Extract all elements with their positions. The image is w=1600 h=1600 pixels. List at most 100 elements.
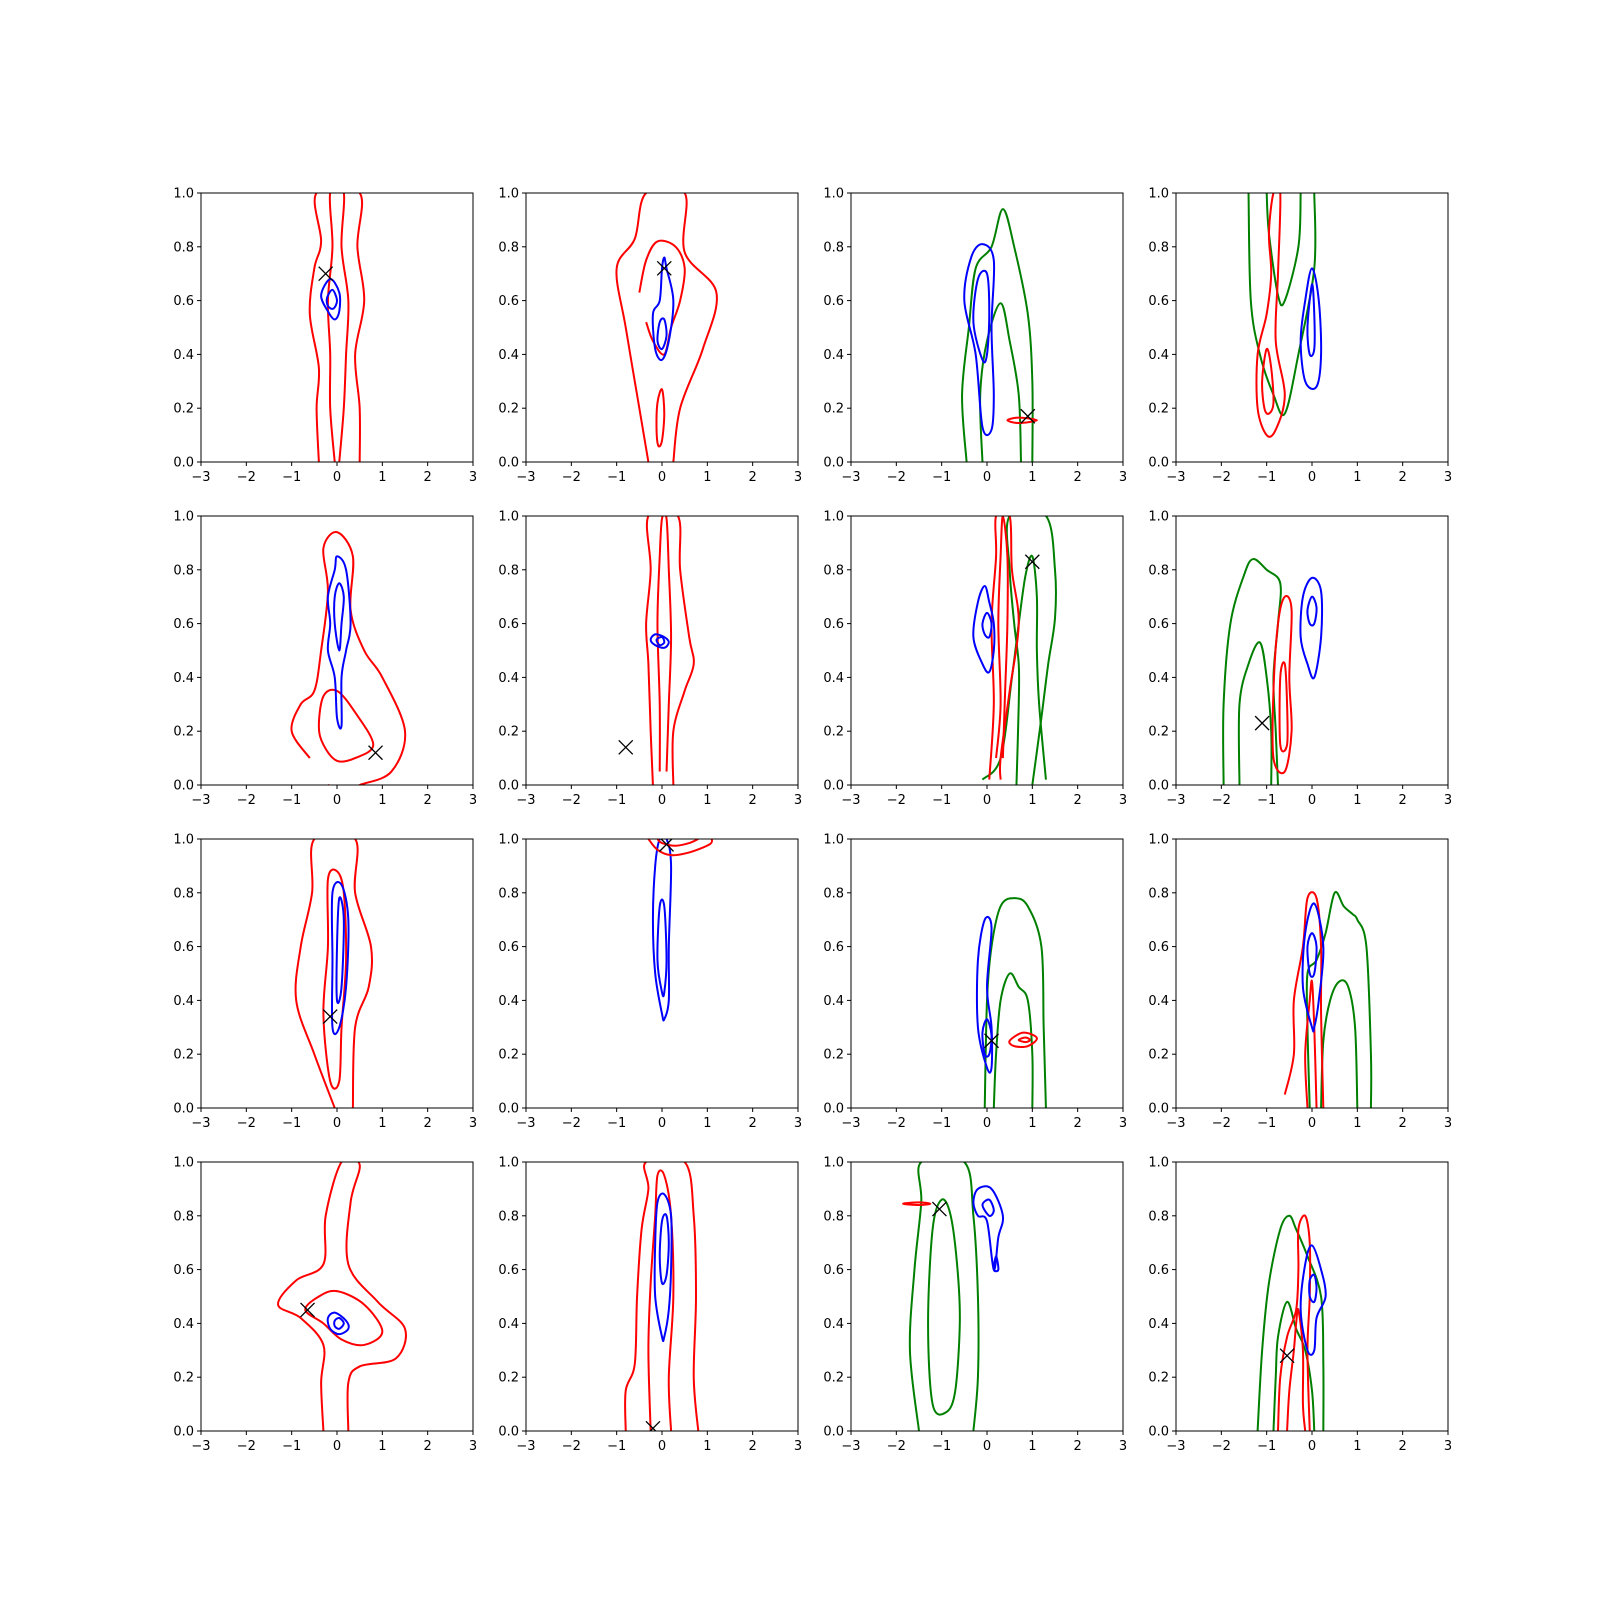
x-tick-label: −1 bbox=[932, 1439, 951, 1454]
blue-contour-line bbox=[333, 1316, 345, 1330]
y-tick-label: 1.0 bbox=[173, 510, 194, 525]
x-tick-label: 2 bbox=[749, 793, 757, 808]
y-tick-label: 0.4 bbox=[823, 1317, 844, 1332]
x-tick-label: 3 bbox=[1119, 1116, 1127, 1131]
x-tick-label: −3 bbox=[516, 1116, 535, 1131]
x-tick-label: −2 bbox=[237, 793, 256, 808]
subplot-1-4: −3 −2 −1 0 1 2 3 0.0 0.2 0.4 0.6 0.8 1.0 bbox=[1148, 187, 1452, 486]
y-tick-label: 0.2 bbox=[498, 1048, 519, 1063]
x-tick-label: −2 bbox=[887, 1116, 906, 1131]
x-tick-label: −2 bbox=[887, 1439, 906, 1454]
green-contour-line bbox=[1320, 979, 1359, 1108]
y-tick-label: 0.0 bbox=[823, 1425, 844, 1440]
y-tick-label: 0.2 bbox=[173, 1371, 194, 1386]
y-tick-label: 0.8 bbox=[1148, 1209, 1169, 1224]
y-tick-label: 0.8 bbox=[173, 563, 194, 578]
blue-contour-line bbox=[1306, 595, 1318, 627]
x-tick-label: −3 bbox=[191, 793, 210, 808]
subplot-3-4: −3 −2 −1 0 1 2 3 0.0 0.2 0.4 0.6 0.8 1.0 bbox=[1148, 833, 1452, 1132]
y-tick-label: 0.8 bbox=[1148, 240, 1169, 255]
x-marker bbox=[1020, 408, 1036, 424]
x-tick-label: −3 bbox=[841, 1116, 860, 1131]
y-tick-label: 0.0 bbox=[1148, 779, 1169, 794]
x-tick-label: 0 bbox=[658, 470, 666, 485]
y-tick-label: 0.6 bbox=[823, 617, 844, 632]
y-tick-label: 0.4 bbox=[1148, 1317, 1169, 1332]
x-tick-label: 1 bbox=[1028, 470, 1036, 485]
x-tick-label: 3 bbox=[469, 793, 477, 808]
y-tick-label: 0.8 bbox=[498, 886, 519, 901]
subplot-3-1: −3 −2 −1 0 1 2 3 0.0 0.2 0.4 0.6 0.8 1.0 bbox=[173, 833, 477, 1132]
x-tick-label: 3 bbox=[1119, 793, 1127, 808]
y-tick-label: 1.0 bbox=[823, 187, 844, 202]
x-tick-label: −2 bbox=[562, 1116, 581, 1131]
x-tick-label: −2 bbox=[887, 793, 906, 808]
x-tick-label: 1 bbox=[378, 1439, 386, 1454]
green-contour-line bbox=[1005, 516, 1057, 785]
x-tick-label: 1 bbox=[703, 793, 711, 808]
y-tick-label: 0.2 bbox=[1148, 725, 1169, 740]
x-tick-label: −3 bbox=[1166, 1439, 1185, 1454]
red-contour-line bbox=[615, 193, 718, 462]
y-tick-label: 1.0 bbox=[173, 833, 194, 848]
plot-area bbox=[1256, 1214, 1327, 1431]
blue-contour-line bbox=[1299, 267, 1323, 390]
x-tick-label: 1 bbox=[703, 470, 711, 485]
x-tick-label: −3 bbox=[516, 1439, 535, 1454]
y-tick-label: 0.0 bbox=[173, 1425, 194, 1440]
x-tick-label: −2 bbox=[1212, 1439, 1231, 1454]
blue-contour-line bbox=[653, 1192, 673, 1343]
red-contour-line bbox=[1261, 347, 1275, 415]
y-tick-label: 0.6 bbox=[1148, 294, 1169, 309]
red-contour-line bbox=[1006, 416, 1038, 424]
x-tick-label: −2 bbox=[887, 470, 906, 485]
green-contour-line bbox=[981, 554, 1047, 781]
plot-area bbox=[615, 193, 718, 462]
y-tick-label: 1.0 bbox=[1148, 1156, 1169, 1171]
blue-contour-line bbox=[972, 584, 996, 674]
plot-area bbox=[961, 208, 1038, 462]
y-tick-label: 1.0 bbox=[173, 1156, 194, 1171]
y-tick-label: 0.8 bbox=[498, 563, 519, 578]
x-tick-label: 0 bbox=[983, 1439, 991, 1454]
red-contour-line bbox=[326, 193, 350, 462]
y-tick-label: 0.2 bbox=[823, 725, 844, 740]
x-tick-label: −3 bbox=[516, 793, 535, 808]
x-tick-label: 0 bbox=[658, 793, 666, 808]
plot-area bbox=[902, 1162, 1005, 1431]
subplot-4-3: −3 −2 −1 0 1 2 3 0.0 0.2 0.4 0.6 0.8 1.0 bbox=[823, 1156, 1127, 1455]
y-tick-label: 0.8 bbox=[1148, 563, 1169, 578]
y-tick-label: 0.6 bbox=[173, 617, 194, 632]
y-tick-label: 0.8 bbox=[823, 886, 844, 901]
x-tick-label: −1 bbox=[1257, 793, 1276, 808]
x-tick-label: −3 bbox=[1166, 1116, 1185, 1131]
y-tick-label: 0.2 bbox=[498, 402, 519, 417]
red-contour-line bbox=[277, 1162, 407, 1431]
y-tick-label: 0.4 bbox=[1148, 671, 1169, 686]
y-tick-label: 0.4 bbox=[823, 671, 844, 686]
x-tick-label: 2 bbox=[749, 1116, 757, 1131]
plot-area bbox=[618, 516, 695, 785]
red-contour-line bbox=[647, 839, 714, 857]
x-tick-label: 2 bbox=[1074, 793, 1082, 808]
y-tick-label: 0.2 bbox=[173, 1048, 194, 1063]
x-tick-label: 0 bbox=[333, 1439, 341, 1454]
x-tick-label: 1 bbox=[1353, 793, 1361, 808]
y-tick-label: 0.4 bbox=[173, 671, 194, 686]
green-contour-line bbox=[1256, 1214, 1325, 1431]
x-tick-label: −3 bbox=[1166, 470, 1185, 485]
y-tick-label: 0.8 bbox=[823, 1209, 844, 1224]
y-tick-label: 0.6 bbox=[1148, 940, 1169, 955]
x-tick-label: −1 bbox=[1257, 1116, 1276, 1131]
x-tick-label: 0 bbox=[983, 1116, 991, 1131]
y-tick-label: 1.0 bbox=[823, 510, 844, 525]
x-tick-label: −2 bbox=[1212, 470, 1231, 485]
x-tick-label: −2 bbox=[562, 470, 581, 485]
blue-contour-line bbox=[981, 1198, 995, 1217]
x-tick-label: −2 bbox=[1212, 1116, 1231, 1131]
x-tick-label: 3 bbox=[1444, 1116, 1452, 1131]
plot-area bbox=[1222, 558, 1324, 785]
x-tick-label: 2 bbox=[424, 793, 432, 808]
x-tick-label: −1 bbox=[1257, 1439, 1276, 1454]
subplot-3-3: −3 −2 −1 0 1 2 3 0.0 0.2 0.4 0.6 0.8 1.0 bbox=[823, 833, 1127, 1132]
